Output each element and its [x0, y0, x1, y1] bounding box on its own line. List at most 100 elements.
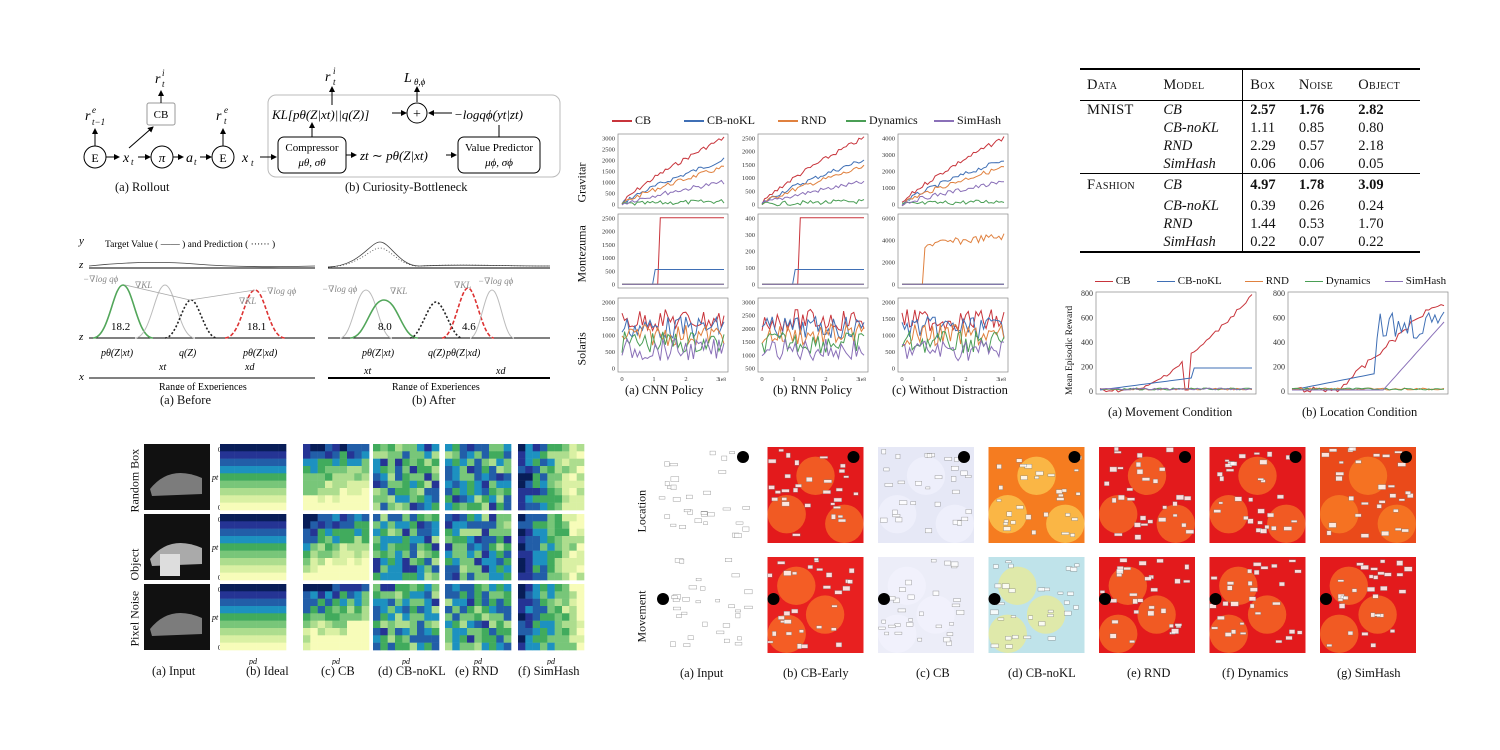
heat-cell: [452, 558, 460, 566]
heat-cell: [496, 635, 504, 643]
heat-cell: [496, 606, 504, 614]
noise-patch: [1147, 610, 1155, 616]
heat-cell: [525, 488, 533, 496]
heat-cell: [496, 495, 504, 503]
heat-cell: [467, 591, 475, 599]
heat-cell: [354, 565, 362, 573]
noise-patch: [1398, 498, 1405, 502]
heat-cell: [532, 514, 541, 522]
heat-cell: [525, 642, 533, 651]
noise-patch: [1003, 526, 1011, 531]
heat-cell: [562, 613, 570, 621]
heat-cell: [459, 536, 468, 544]
heat-cell: [467, 584, 475, 592]
heat-cell: [532, 558, 541, 566]
heat-cell: [540, 536, 548, 544]
noise-patch: [728, 604, 735, 609]
noise-patch: [1249, 587, 1258, 592]
heat-cell: [569, 473, 577, 481]
subplot-frame: [757, 133, 869, 209]
heat-cell: [402, 536, 410, 544]
heat-cell: [554, 584, 563, 592]
noise-patch: [1136, 469, 1144, 475]
heat-cell: [227, 458, 235, 467]
heat-cell: [431, 514, 440, 522]
noise-patch: [679, 525, 686, 529]
heat-cell: [256, 488, 265, 496]
th-data: Data: [1087, 76, 1118, 93]
heat-cell: [395, 495, 403, 503]
noise-patch: [954, 457, 959, 462]
heat-cell: [503, 620, 512, 629]
subplot-frame: [757, 213, 869, 289]
heat-cell: [347, 488, 355, 496]
heat-cell: [576, 591, 585, 599]
noise-patch: [670, 523, 677, 527]
noise-patch: [1238, 453, 1246, 459]
noise-patch: [1367, 586, 1375, 592]
noise-patch: [1025, 514, 1032, 520]
heat-cell: [496, 502, 504, 511]
heat-cell: [264, 620, 272, 629]
heat-blob: [1209, 495, 1248, 534]
noise-patch: [1271, 525, 1277, 531]
noise-patch: [1377, 484, 1387, 490]
heat-cell: [503, 558, 512, 566]
heat-cell: [387, 620, 396, 629]
heat-cell: [474, 584, 482, 592]
noise-patch: [1224, 459, 1230, 462]
heat-cell: [234, 473, 243, 481]
heat-cell: [402, 480, 410, 489]
heat-cell: [547, 451, 555, 459]
heat-cell: [380, 458, 388, 467]
heat-cell: [467, 635, 475, 643]
noise-patch: [951, 476, 957, 482]
noise-patch: [1396, 572, 1404, 577]
heat-cell: [496, 480, 504, 489]
heat-cell: [424, 591, 432, 599]
noise-patch: [884, 483, 893, 487]
agent-dot: [878, 593, 890, 605]
heat-cell: [525, 565, 533, 573]
heat-cell: [424, 514, 432, 522]
heat-cell: [395, 488, 403, 496]
heat-cell: [540, 550, 548, 559]
noise-patch: [734, 533, 742, 538]
heat-cell: [227, 606, 235, 614]
heat-cell: [569, 466, 577, 474]
heat-cell: [332, 565, 340, 573]
heat-cell: [496, 613, 504, 621]
heat-cell: [424, 451, 432, 459]
heat-cell: [474, 613, 482, 621]
heat-cell: [395, 606, 403, 614]
heat-cell: [540, 598, 548, 607]
heat-cell: [264, 572, 272, 581]
heat-cell: [339, 444, 348, 452]
heat-cell: [264, 598, 272, 607]
noise-patch: [1129, 593, 1138, 597]
heat-cell: [310, 480, 318, 489]
heat-cell: [347, 495, 355, 503]
heat-cell: [417, 488, 425, 496]
noise-patch: [1073, 605, 1079, 610]
svg-text:−∇log qϕ: −∇log qϕ: [322, 284, 358, 294]
heat-cell: [325, 521, 333, 529]
heat-cell: [402, 521, 410, 529]
heat-cell: [317, 466, 326, 474]
heat-cell: [220, 606, 228, 614]
heat-cell: [361, 598, 370, 607]
heat-cell: [380, 466, 388, 474]
noise-patch: [990, 609, 999, 615]
heat-cell: [339, 558, 348, 566]
heat-cell: [354, 572, 362, 581]
heat-cell: [445, 514, 453, 522]
noise-patch: [1005, 560, 1012, 564]
svg-text:pθ(Z|xd): pθ(Z|xd): [445, 348, 481, 359]
heat-cell: [576, 584, 585, 592]
noise-patch: [1174, 623, 1182, 627]
heat-cell: [518, 536, 526, 544]
heat-cell: [256, 558, 265, 566]
noise-patch: [1213, 509, 1222, 513]
noise-patch: [1147, 519, 1153, 524]
y-tick-label: 1000: [742, 352, 755, 359]
